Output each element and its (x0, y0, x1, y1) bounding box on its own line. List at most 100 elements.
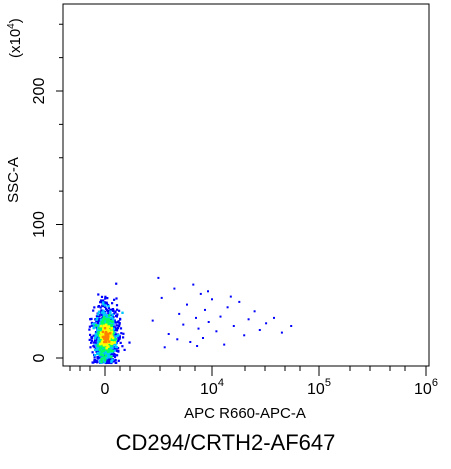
density-dot (108, 360, 111, 363)
plot-frame (62, 3, 430, 367)
event-point-20 (232, 325, 235, 327)
density-dot (92, 361, 95, 364)
density-dot (102, 299, 105, 302)
axes: 0 100 200 0 104 105 106 (31, 23, 438, 398)
density-dot (96, 313, 100, 316)
density-dot (102, 309, 105, 313)
density-dot (117, 338, 120, 342)
y-multiplier-base: (x10 (7, 29, 24, 58)
density-dot (110, 338, 114, 341)
density-dot (91, 336, 94, 339)
density-dot (100, 351, 103, 355)
density-dot (103, 305, 107, 309)
density-dot (111, 316, 114, 319)
event-point-26 (265, 322, 268, 325)
density-dot (103, 342, 107, 345)
density-dot (103, 358, 107, 362)
density-dot (111, 302, 114, 305)
density-dot (115, 297, 118, 300)
density-dot (95, 320, 98, 323)
density-dot (107, 342, 111, 346)
density-dot (97, 344, 100, 348)
density-dot (100, 340, 104, 344)
density-dot (120, 332, 123, 335)
density-dot (98, 323, 101, 327)
density-dot (95, 315, 98, 318)
density-dot (106, 309, 109, 312)
density-dot (105, 356, 109, 360)
density-dot (96, 320, 99, 323)
density-dot (95, 360, 98, 363)
event-point-13 (204, 308, 206, 311)
density-dot (109, 349, 113, 353)
density-dot (104, 330, 108, 334)
density-dot (102, 352, 105, 355)
density-dot (122, 336, 125, 339)
density-dot (102, 305, 105, 308)
density-dot (104, 297, 107, 300)
event-point-0 (151, 319, 154, 322)
density-dot (98, 318, 101, 321)
x-axis-title: APC R660-APC-A (184, 405, 306, 422)
density-dot (108, 327, 111, 331)
density-dot (111, 323, 115, 327)
density-dot (106, 316, 109, 319)
density-dot (106, 328, 109, 332)
x-tick-label-2: 105 (307, 377, 331, 398)
density-dot (101, 353, 104, 357)
event-point-2 (167, 333, 170, 335)
event-point-3 (173, 287, 176, 290)
density-dot (117, 346, 120, 350)
event-point-22 (243, 334, 246, 337)
density-dot (92, 341, 95, 344)
density-dot (96, 340, 100, 343)
density-dot (123, 348, 126, 351)
density-dot (109, 347, 113, 350)
density-dot (100, 331, 104, 335)
density-dot (96, 352, 99, 355)
density-dot (117, 359, 120, 362)
y-axis-title: SSC-A (5, 157, 22, 203)
density-dot (106, 349, 109, 352)
density-dot (116, 308, 119, 311)
density-dot (92, 309, 95, 312)
y-tick-label-0: 0 (31, 353, 48, 362)
y-tick-label-200: 200 (31, 78, 48, 105)
density-dot (102, 332, 106, 335)
density-dot (111, 313, 114, 316)
density-dot (109, 329, 112, 333)
density-dot (107, 325, 111, 328)
density-dot (121, 311, 124, 314)
density-dot (104, 354, 108, 358)
density-dot (117, 349, 120, 352)
density-dot (90, 324, 93, 327)
density-dot (104, 333, 107, 337)
density-dot (103, 360, 106, 364)
density-dot (89, 346, 92, 349)
density-dot (89, 333, 92, 336)
density-dot (98, 315, 101, 318)
density-dot (94, 331, 98, 334)
density-dot (117, 324, 120, 327)
density-dot (107, 315, 110, 319)
density-dot (93, 322, 96, 325)
density-dot (93, 356, 96, 359)
density-dot (97, 332, 100, 336)
density-dot (108, 340, 111, 343)
density-dot (113, 298, 116, 301)
density-dot (107, 312, 110, 315)
density-dot (105, 301, 108, 304)
density-dot (110, 342, 113, 345)
density-dot (89, 318, 92, 321)
density-dot (109, 308, 112, 311)
density-dot (105, 344, 109, 347)
event-point-11 (199, 292, 202, 295)
density-dot (93, 354, 97, 357)
density-dot (106, 353, 109, 356)
density-dot (102, 313, 105, 316)
event-point-6 (186, 303, 188, 306)
event-point-16 (215, 330, 218, 333)
x-tick-label-0: 0 (101, 381, 110, 398)
density-dot (105, 320, 109, 323)
